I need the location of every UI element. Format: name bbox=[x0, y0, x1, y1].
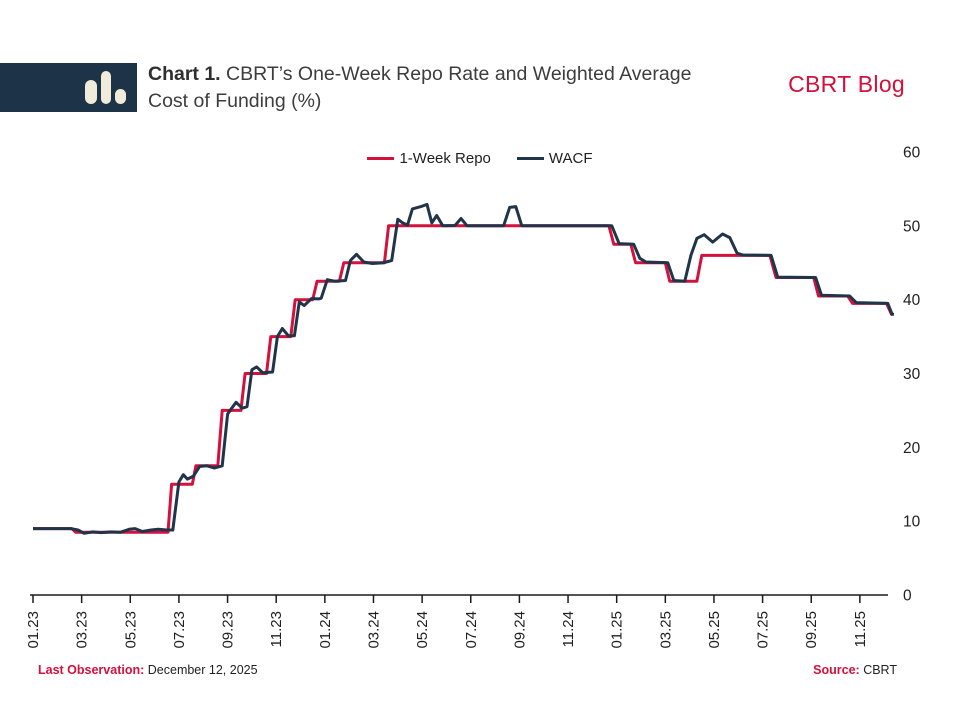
x-tick-label: 07.23 bbox=[171, 611, 188, 649]
chart-legend: 1-Week Repo WACF bbox=[0, 150, 960, 167]
series-line-1-week-repo bbox=[33, 224, 893, 534]
x-tick-label: 11.24 bbox=[560, 611, 577, 647]
last-observation-note: Last Observation: December 12, 2025 bbox=[38, 663, 258, 677]
repo-line-swatch bbox=[367, 156, 395, 161]
y-tick-label: 10 bbox=[903, 514, 921, 531]
legend-item-wacf: WACF bbox=[516, 150, 593, 167]
x-tick-label: 05.24 bbox=[414, 611, 431, 649]
x-tick-label: 01.24 bbox=[317, 611, 334, 649]
x-tick-label: 03.25 bbox=[657, 611, 674, 649]
legend-label-wacf: WACF bbox=[548, 150, 593, 167]
y-tick-label: 50 bbox=[903, 218, 921, 235]
bar-chart-icon bbox=[85, 70, 126, 104]
x-tick-label: 05.23 bbox=[122, 611, 139, 649]
legend-label-repo: 1-Week Repo bbox=[399, 150, 491, 167]
x-tick-label: 03.23 bbox=[74, 611, 91, 649]
wacf-line-swatch bbox=[516, 156, 544, 161]
cbrt-logo bbox=[0, 63, 137, 112]
source-label: Source: bbox=[813, 663, 860, 677]
cbrt-blog-link[interactable]: CBRT Blog bbox=[788, 71, 905, 97]
x-tick-label: 07.24 bbox=[463, 611, 480, 649]
y-tick-label: 0 bbox=[903, 588, 912, 605]
chart-title-line2: Cost of Funding (%) bbox=[148, 90, 322, 112]
y-tick-label: 30 bbox=[903, 366, 921, 383]
source-note: Source: CBRT bbox=[813, 663, 897, 677]
x-tick-label: 11.25 bbox=[852, 611, 869, 647]
x-tick-label: 01.23 bbox=[25, 611, 42, 649]
chart-number-label: Chart 1. bbox=[148, 63, 221, 85]
x-tick-label: 07.25 bbox=[755, 611, 772, 649]
chart-title: Chart 1. CBRT’s One-Week Repo Rate and W… bbox=[148, 61, 788, 115]
x-tick-label: 09.24 bbox=[511, 611, 528, 649]
y-tick-label: 40 bbox=[903, 292, 921, 309]
chart-title-line1: CBRT’s One-Week Repo Rate and Weighted A… bbox=[226, 63, 692, 85]
last-observation-value: December 12, 2025 bbox=[147, 663, 258, 677]
last-observation-label: Last Observation: bbox=[38, 663, 145, 677]
x-tick-label: 03.24 bbox=[365, 611, 382, 649]
x-tick-label: 09.25 bbox=[803, 611, 820, 649]
x-tick-label: 09.23 bbox=[220, 611, 237, 649]
x-tick-label: 01.25 bbox=[609, 611, 626, 649]
legend-item-repo: 1-Week Repo bbox=[367, 150, 491, 167]
source-value: CBRT bbox=[863, 663, 897, 677]
y-tick-label: 60 bbox=[903, 145, 921, 162]
series-line-wacf bbox=[33, 202, 895, 535]
x-tick-label: 05.25 bbox=[706, 611, 723, 649]
x-tick-label: 11.23 bbox=[268, 611, 285, 647]
y-tick-label: 20 bbox=[903, 440, 921, 457]
